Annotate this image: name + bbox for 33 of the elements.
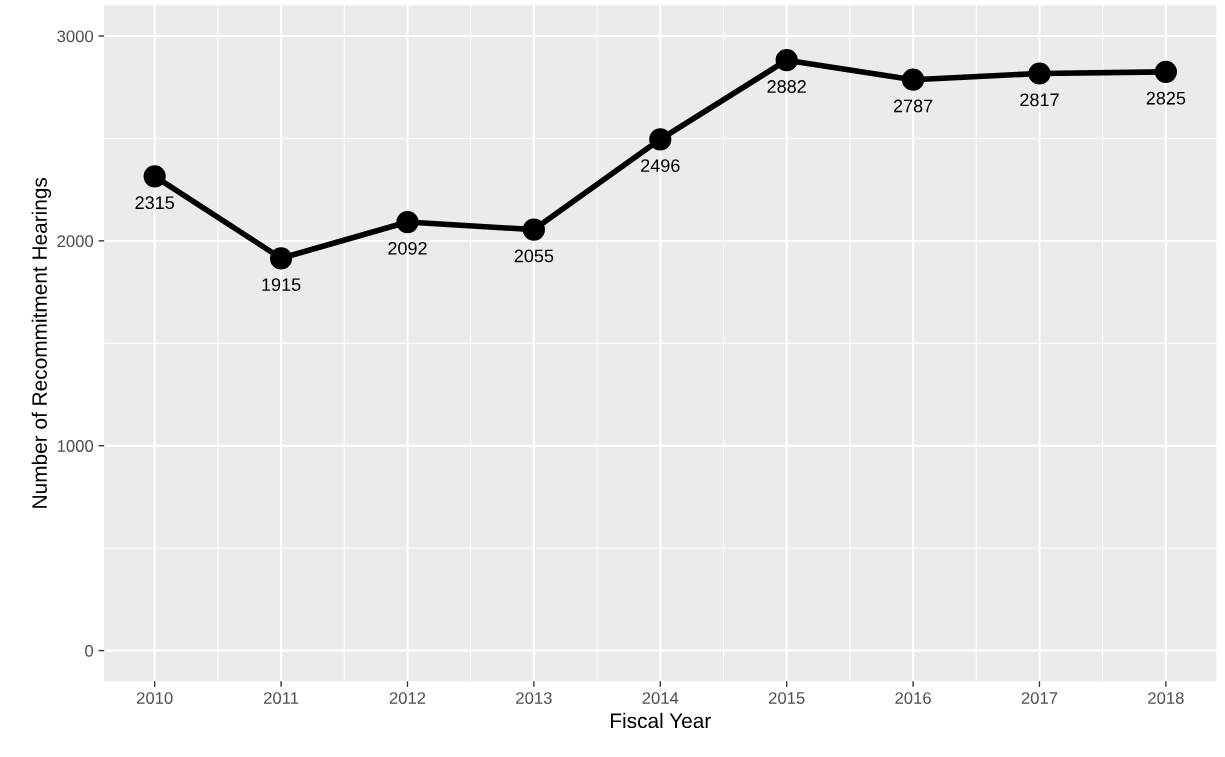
point [269,247,293,270]
x-tick-label: 2013 [516,692,552,704]
point [901,68,925,91]
point [396,210,419,234]
x-tick-label: 2017 [1021,692,1058,704]
x-tick-label: 2014 [642,692,679,704]
point [775,49,798,72]
x-tick-label: 2018 [1148,692,1184,704]
x-tick-label: 2011 [264,692,299,704]
y-tick-label: 1000 [57,440,94,452]
point [1028,62,1051,85]
x-tick-label: 2010 [136,692,173,704]
y-tick-label: 3000 [57,30,94,43]
data-label: 2055 [514,249,554,263]
point [1154,60,1177,83]
data-label: 2882 [767,80,806,93]
y-tick-label: 2000 [57,235,94,248]
x-tick-label: 2012 [389,692,426,704]
point [143,165,166,188]
x-tick-label: 2016 [895,692,931,704]
x-axis-title: Fiscal Year [611,712,711,729]
data-label: 2787 [893,99,933,113]
point [649,128,672,151]
point [522,218,545,241]
y-tick-label: 0 [85,644,94,657]
data-label: 2825 [1146,91,1186,105]
data-label: 2817 [1020,93,1059,107]
data-label: 1915 [262,278,301,291]
data-label: 2092 [388,241,427,255]
data-label: 2496 [641,159,680,172]
y-axis-title: Number of Recommitment Hearings [31,177,52,508]
data-label: 2315 [135,196,175,210]
x-tick-label: 2015 [768,692,805,704]
